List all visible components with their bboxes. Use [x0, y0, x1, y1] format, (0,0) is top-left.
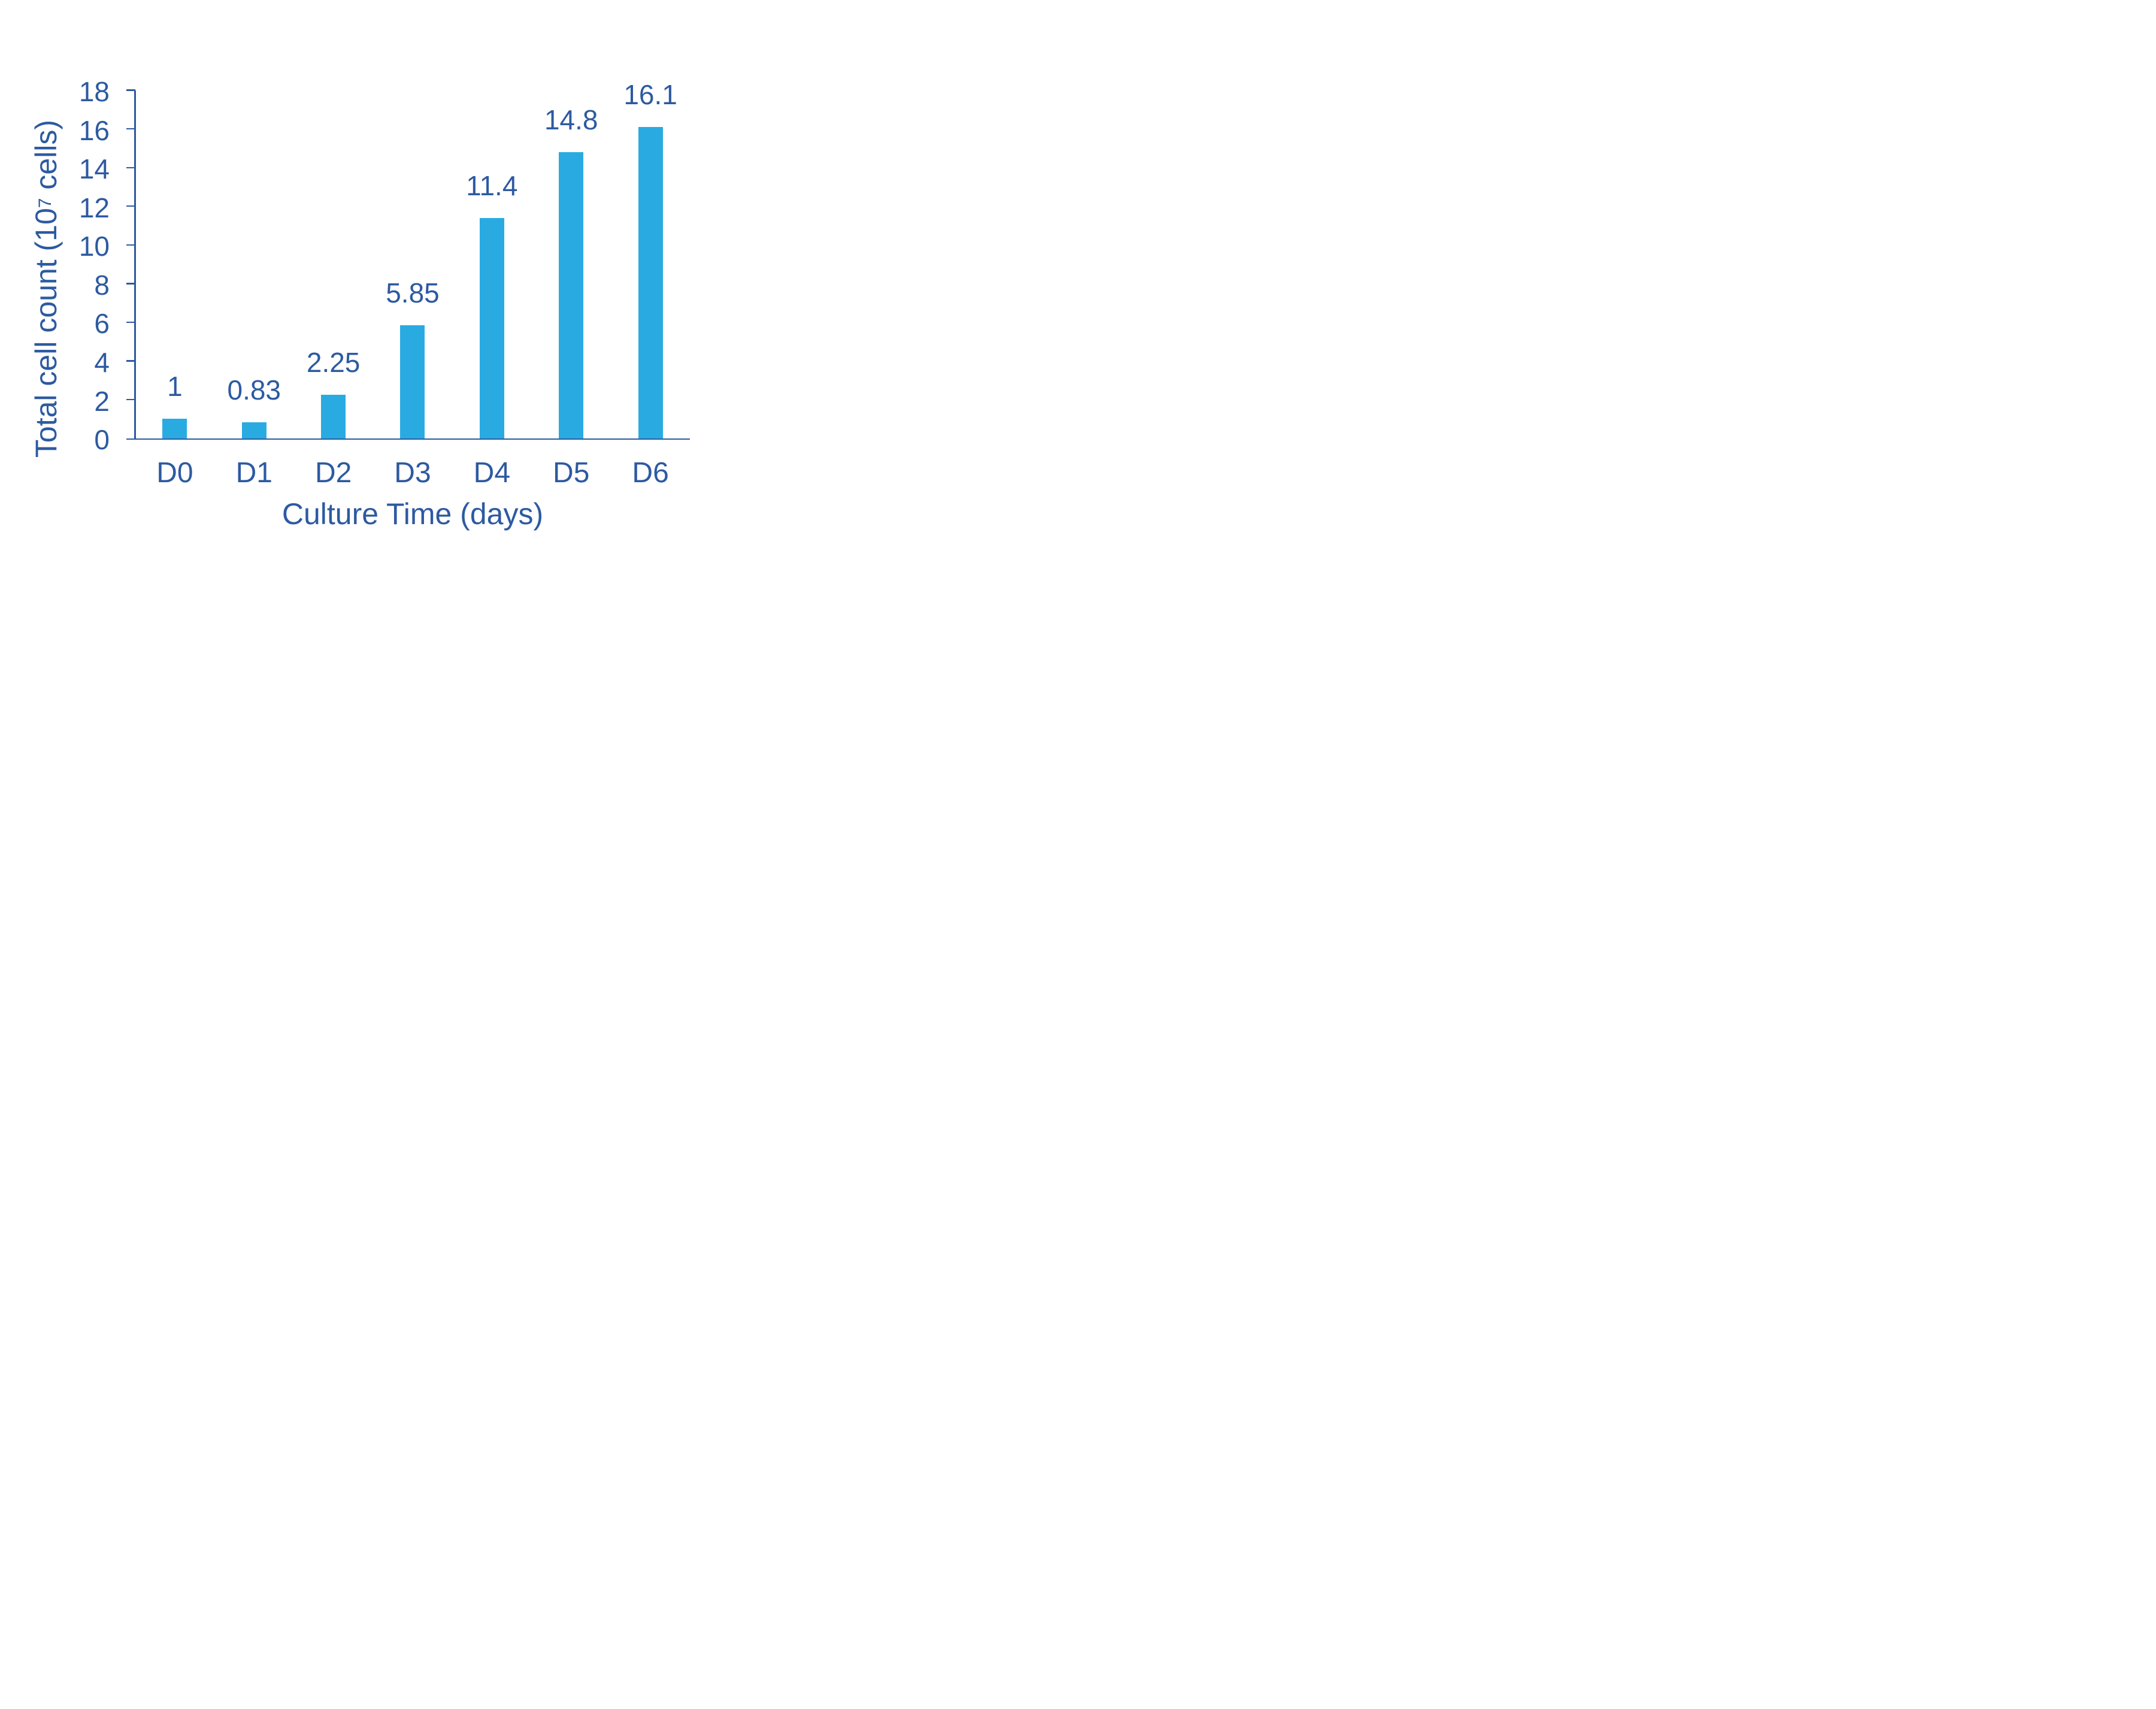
bar-D2: [321, 395, 346, 438]
bar-D6: [638, 126, 663, 438]
bar-D0: [162, 419, 187, 438]
bars-layer: [0, 0, 719, 570]
y-tick-label-0: 0: [94, 424, 110, 456]
y-tick-label-4: 4: [94, 347, 110, 379]
bar-D3: [400, 325, 425, 438]
y-tick-label-14: 14: [78, 153, 110, 185]
y-tick-label-16: 16: [78, 114, 110, 146]
y-tick-label-10: 10: [78, 231, 110, 262]
y-tick-label-12: 12: [78, 192, 110, 223]
y-tick-mark-2: [126, 399, 135, 401]
bar-value-label-D5: 14.8: [544, 104, 598, 135]
x-axis-line: [126, 438, 691, 440]
bar-value-label-D6: 16.1: [623, 78, 677, 110]
y-tick-mark-6: [126, 321, 135, 323]
bar-value-labels-layer: 1 0.83 2.25 5.85 11.4 14.8 16.1: [0, 0, 719, 570]
y-axis-tick-labels-layer: 0 2 4 6 8 10 12 14 16 18: [0, 0, 719, 570]
y-tick-mark-4: [126, 360, 135, 362]
bar-D5: [559, 152, 584, 438]
y-tick-label-6: 6: [94, 308, 110, 340]
y-tick-mark-8: [126, 283, 135, 285]
bar-D1: [241, 422, 267, 438]
bar-value-label-D3: 5.85: [386, 277, 440, 308]
x-axis-title: Culture Time (days): [281, 497, 544, 531]
y-tick-label-18: 18: [78, 76, 110, 107]
x-tick-label-D4: D4: [473, 457, 511, 489]
y-tick-label-2: 2: [94, 385, 110, 417]
y-tick-mark-14: [126, 167, 135, 168]
y-tick-mark-18: [126, 89, 135, 91]
x-tick-label-D2: D2: [314, 457, 352, 489]
x-tick-label-D6: D6: [632, 457, 669, 489]
x-tick-label-D5: D5: [553, 457, 590, 489]
x-tick-label-D0: D0: [156, 457, 193, 489]
y-tick-mark-10: [126, 244, 135, 246]
bar-value-label-D4: 11.4: [466, 170, 518, 201]
bar-D4: [479, 217, 504, 438]
bar-value-label-D1: 0.83: [227, 374, 281, 406]
bar-value-label-D0: 1: [167, 371, 183, 403]
x-tick-label-D1: D1: [235, 457, 272, 489]
y-tick-label-8: 8: [94, 269, 110, 301]
x-axis-tick-labels-layer: D0 D1 D2 D3 D4 D5 D6: [0, 0, 719, 570]
x-tick-label-D3: D3: [394, 457, 431, 489]
y-tick-mark-12: [126, 205, 135, 207]
y-axis-ticks-layer: [0, 0, 719, 570]
y-axis-line: [134, 90, 136, 440]
cell-count-bar-chart: Total cell count (107 cells) 0 2 4 6 8 10 12 14…: [0, 0, 719, 570]
y-tick-mark-16: [126, 128, 135, 130]
bar-value-label-D2: 2.25: [306, 347, 361, 379]
